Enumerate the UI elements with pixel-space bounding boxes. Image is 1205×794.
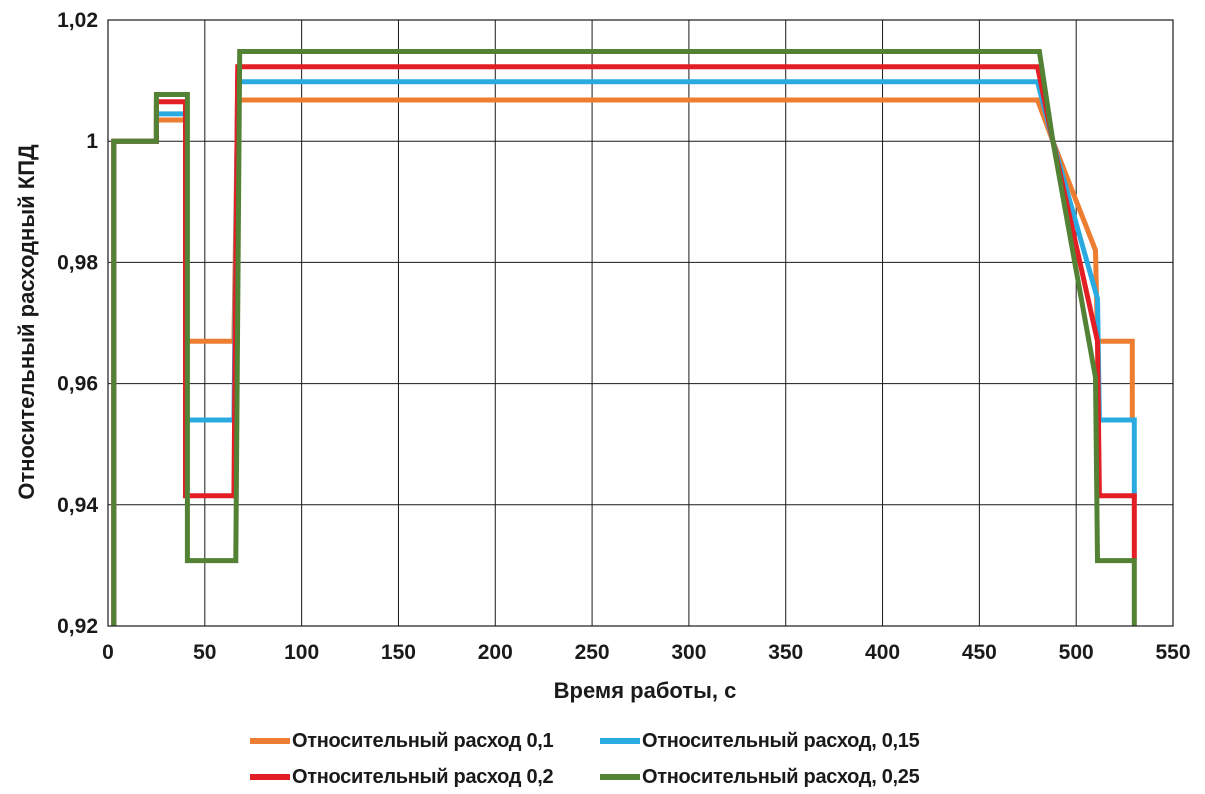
- series-line-4: [111, 49, 1137, 626]
- x-tick-label: 200: [478, 641, 513, 664]
- y-tick-labels: 0,92 0,94 0,96 0,98 1 1,02: [57, 9, 98, 638]
- x-axis-title: Время работы, с: [554, 678, 737, 703]
- x-tick-label: 300: [671, 641, 706, 664]
- x-tick-label: 50: [193, 641, 216, 664]
- x-tick-label: 350: [768, 641, 803, 664]
- legend-label: Относительный расход 0,1: [292, 729, 554, 752]
- legend-item: Относительный расход 0,1: [250, 727, 554, 755]
- x-tick-label: 0: [102, 641, 114, 664]
- x-tick-label: 550: [1155, 641, 1190, 664]
- y-tick-label: 0,92: [57, 615, 98, 638]
- y-tick-label: 0,96: [57, 373, 98, 396]
- x-tick-label: 500: [1059, 641, 1094, 664]
- x-tick-label: 150: [381, 641, 416, 664]
- legend-swatch: [600, 774, 640, 780]
- y-tick-label: 0,98: [57, 251, 98, 274]
- x-tick-label: 250: [575, 641, 610, 664]
- x-tick-label: 450: [962, 641, 997, 664]
- legend-item: Относительный расход 0,2: [250, 763, 554, 791]
- x-tick-label: 100: [284, 641, 319, 664]
- y-tick-label: 1,02: [57, 9, 98, 32]
- y-tick-label: 1: [86, 130, 98, 153]
- legend-label: Относительный расход, 0,15: [642, 729, 920, 752]
- legend-swatch: [250, 774, 290, 780]
- grid: [107, 19, 1174, 627]
- legend-swatch: [600, 738, 640, 744]
- series-layer: [111, 49, 1137, 626]
- legend-label: Относительный расход 0,2: [292, 765, 554, 788]
- x-tick-labels: 0 50 100 150 200 250 300 350 400 450 500 550: [102, 641, 1190, 664]
- y-axis-title: Относительный расходный КПД: [14, 144, 39, 500]
- legend-label: Относительный расход, 0,25: [642, 765, 920, 788]
- plot-border: [107, 19, 1174, 627]
- legend-item: Относительный расход, 0,15: [600, 727, 920, 755]
- legend-swatch: [250, 738, 290, 744]
- legend-item: Относительный расход, 0,25: [600, 763, 920, 791]
- x-tick-label: 400: [865, 641, 900, 664]
- y-tick-label: 0,94: [57, 494, 98, 517]
